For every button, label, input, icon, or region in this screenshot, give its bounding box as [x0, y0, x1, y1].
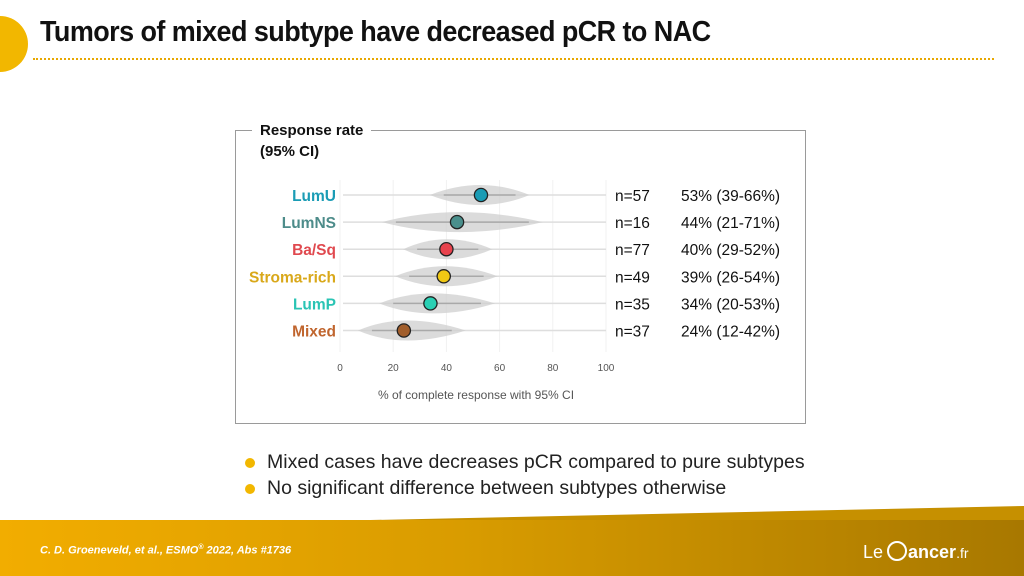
- logo-le: Le: [863, 542, 884, 562]
- citation-registered-mark: ®: [198, 544, 204, 551]
- forest-plot-legend-title: Response rate (95% CI): [252, 120, 372, 162]
- bullet-item: No significant difference between subtyp…: [240, 475, 805, 501]
- forest-plot-frame: [235, 130, 806, 424]
- citation-text: C. D. Groeneveld, et al., ESMO: [40, 544, 199, 557]
- logo-circle-icon: [887, 541, 908, 561]
- citation-tail: 2022, Abs #1736: [203, 544, 292, 557]
- bullet-text: Mixed cases have decreases pCR compared …: [267, 451, 805, 473]
- bullet-text: No significant difference between subtyp…: [267, 477, 727, 499]
- legend-title-line1: Response rate: [260, 122, 364, 139]
- corner-accent-circle: [0, 16, 28, 72]
- slide-title: Tumors of mixed subtype have decreased p…: [40, 16, 711, 48]
- bullet-dot-icon: [245, 484, 255, 494]
- legend-title-line2: (95% CI): [260, 143, 320, 160]
- citation: C. D. Groeneveld, et al., ESMO® 2022, Ab…: [40, 544, 291, 557]
- lecancer-logo: Le ancer.fr: [863, 541, 969, 563]
- bullet-dot-icon: [245, 458, 255, 468]
- bullet-list: Mixed cases have decreases pCR compared …: [240, 449, 805, 501]
- logo-cancer: ancer: [908, 542, 957, 562]
- title-divider: [33, 58, 994, 60]
- footer-band: [0, 520, 1024, 576]
- bullet-item: Mixed cases have decreases pCR compared …: [240, 449, 805, 475]
- logo-fr: .fr: [956, 545, 969, 561]
